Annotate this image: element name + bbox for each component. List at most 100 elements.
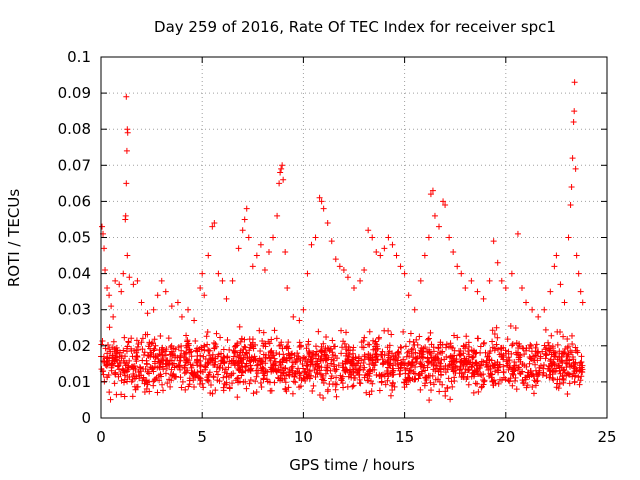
data-point (479, 383, 486, 390)
data-point (427, 329, 434, 336)
data-point (393, 355, 400, 362)
data-point (236, 323, 243, 330)
data-point (367, 378, 374, 385)
data-point (151, 363, 158, 370)
data-point (576, 364, 583, 371)
data-point (145, 368, 152, 375)
data-point (306, 367, 313, 374)
data-point (231, 343, 238, 350)
data-point (157, 332, 164, 339)
data-point (167, 344, 174, 351)
data-point (246, 353, 253, 360)
data-point (271, 379, 278, 386)
data-point (400, 328, 407, 335)
data-point (235, 374, 242, 381)
x-tick-label: 25 (597, 428, 616, 446)
data-point (388, 331, 395, 338)
data-point (413, 336, 420, 343)
data-point (570, 118, 577, 125)
data-point (500, 363, 507, 370)
data-point (465, 348, 472, 355)
data-point (404, 365, 411, 372)
data-point (304, 363, 311, 370)
data-point (196, 363, 203, 370)
data-point (503, 358, 510, 365)
data-point (513, 351, 520, 358)
data-point (118, 288, 125, 295)
data-point (289, 390, 296, 397)
data-point (302, 377, 309, 384)
data-point (290, 378, 297, 385)
data-point (117, 371, 124, 378)
data-point (513, 340, 520, 347)
data-point (521, 380, 528, 387)
data-point (151, 358, 158, 365)
data-point (571, 378, 578, 385)
data-point (291, 371, 298, 378)
data-point (113, 391, 120, 398)
data-point (264, 378, 271, 385)
data-point (276, 180, 283, 187)
data-point (432, 376, 439, 383)
data-point (208, 356, 215, 363)
data-point (427, 379, 434, 386)
data-point (542, 346, 549, 353)
data-point (360, 366, 367, 373)
data-point (451, 332, 458, 339)
data-point (319, 372, 326, 379)
grid (101, 57, 607, 418)
data-point (309, 388, 316, 395)
data-point (435, 345, 442, 352)
data-point (203, 333, 210, 340)
data-point (123, 147, 130, 154)
data-point (402, 343, 409, 350)
data-point (451, 352, 458, 359)
data-point (571, 79, 578, 86)
data-point (387, 360, 394, 367)
data-point (299, 360, 306, 367)
data-point (284, 343, 291, 350)
data-point (224, 370, 231, 377)
data-point (219, 357, 226, 364)
data-point (474, 366, 481, 373)
data-point (568, 332, 575, 339)
axis-ticks: 0 0.01 0.02 0.03 0.04 0.05 0.06 0.07 0.08 0.09 0.1… (58, 48, 617, 446)
data-point (209, 351, 216, 358)
data-point (296, 355, 303, 362)
data-point (305, 338, 312, 345)
data-point (487, 370, 494, 377)
data-point (282, 385, 289, 392)
data-point (355, 355, 362, 362)
data-point (528, 355, 535, 362)
data-point (126, 357, 133, 364)
data-point (166, 376, 173, 383)
data-point (332, 256, 339, 263)
data-point (517, 352, 524, 359)
data-point (320, 340, 327, 347)
data-point (330, 352, 337, 359)
data-point (301, 354, 308, 361)
data-point (512, 374, 519, 381)
data-point (385, 327, 392, 334)
data-point (421, 382, 428, 389)
data-point (253, 252, 260, 259)
data-point (356, 366, 363, 373)
data-point (322, 370, 329, 377)
data-point (149, 340, 156, 347)
data-point (466, 359, 473, 366)
data-point (250, 390, 257, 397)
data-point (341, 340, 348, 347)
data-point (312, 343, 319, 350)
data-point (409, 362, 416, 369)
data-point (292, 359, 299, 366)
data-point (411, 376, 418, 383)
data-point (101, 245, 108, 252)
data-point (125, 339, 132, 346)
data-point (454, 263, 461, 270)
data-point (465, 381, 472, 388)
data-point (579, 299, 586, 306)
data-point (217, 334, 224, 341)
data-point (257, 241, 264, 248)
data-point (107, 396, 114, 403)
data-point (163, 365, 170, 372)
